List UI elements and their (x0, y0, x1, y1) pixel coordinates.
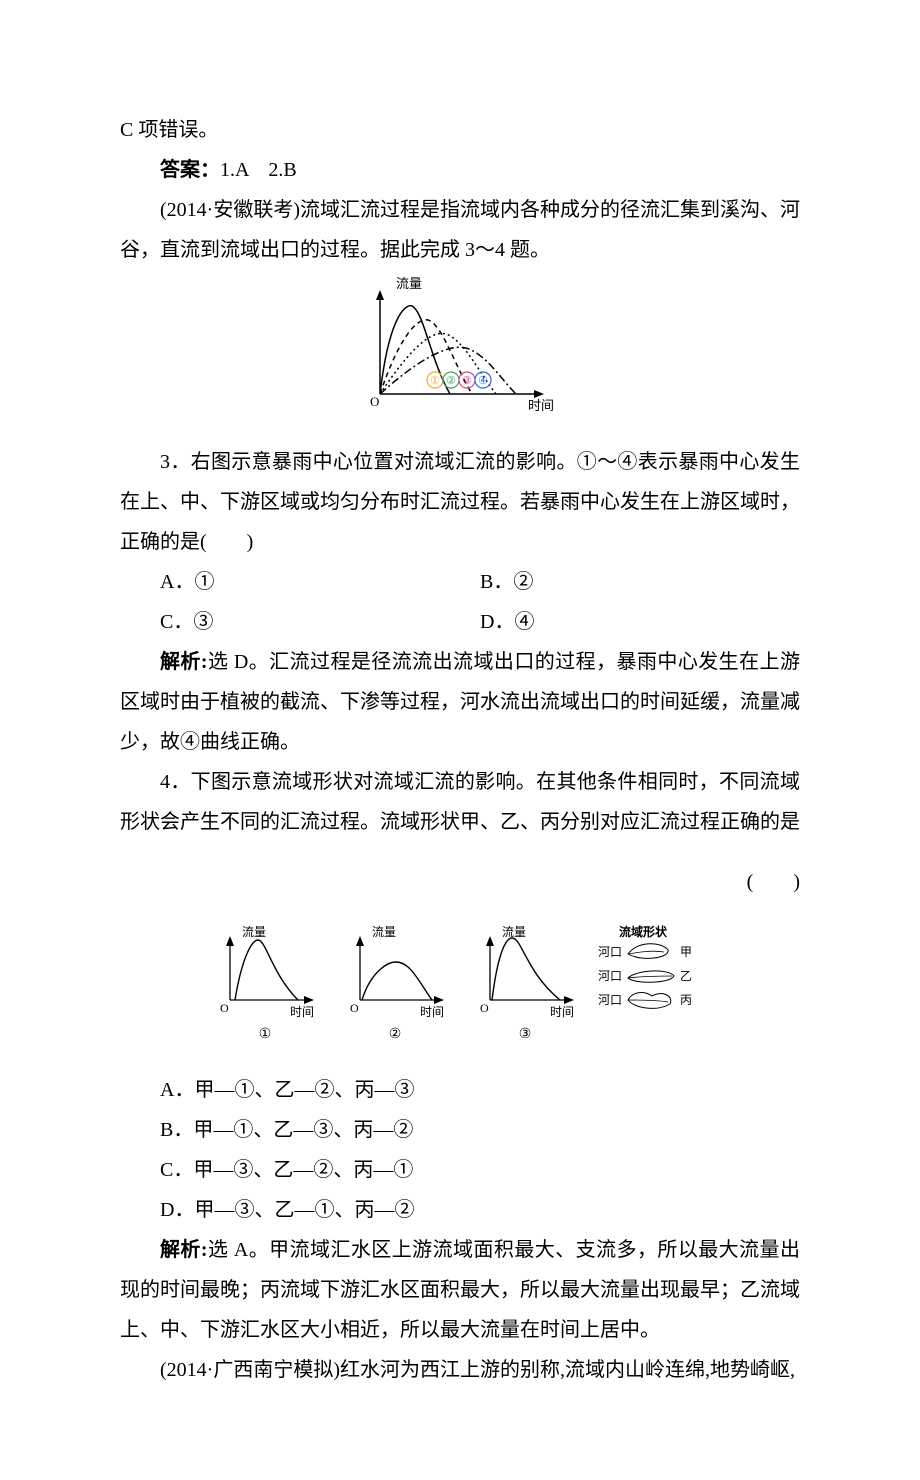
c2-p3-ylabel: 流量 (502, 925, 526, 939)
explanation-3: 解析:选 D。汇流过程是径流流出流域出口的过程，暴雨中心发生在上游区域时由于植被… (120, 642, 800, 762)
c2-p2-ylabel: 流量 (372, 925, 396, 939)
figure-2: 流量 O 时间 ① 流量 O 时间 ② (120, 922, 800, 1066)
c2-shape-title: 流域形状 (619, 924, 668, 939)
q3-option-c: C．③ (120, 602, 480, 642)
q3-option-d: D．④ (480, 602, 534, 642)
question-3: 3．右图示意暴雨中心位置对流域汇流的影响。①～④表示暴雨中心发生在上、中、下游区… (120, 442, 800, 562)
question-4: 4．下图示意流域形状对流域汇流的影响。在其他条件相同时，不同流域形状会产生不同的… (120, 762, 800, 842)
q3-options-row2: C．③ D．④ (120, 602, 800, 642)
c2-shape-row1-label: 河口 (598, 945, 622, 959)
c2-p1-label: ① (259, 1027, 272, 1042)
explanation-4-label: 解析: (160, 1239, 208, 1261)
c2-p2-o: O (350, 1001, 359, 1015)
chart1-label-3: ③ (462, 375, 472, 387)
prev-explanation-tail: C 项错误。 (120, 110, 800, 150)
c2-p1-xlabel: 时间 (290, 1005, 314, 1019)
q4-option-a: A．甲—①、乙—②、丙—③ (120, 1070, 800, 1110)
explanation-4: 解析:选 A。甲流域汇水区上游流域面积最大、支流多，所以最大流量出现的时间最晚；… (120, 1230, 800, 1350)
q4-option-d: D．甲—③、乙—①、丙—② (120, 1190, 800, 1230)
c2-p2-label: ② (389, 1027, 402, 1042)
q3-option-b: B．② (480, 562, 533, 602)
explanation-3-label: 解析: (160, 651, 208, 673)
c2-shape-row3-tag: 丙 (680, 993, 692, 1007)
c2-shape-row3-label: 河口 (598, 993, 622, 1007)
chart1-label-2: ② (446, 375, 456, 387)
c2-shape-row2-label: 河口 (598, 969, 622, 983)
chart1-label-4: ④ (478, 375, 488, 387)
chart1-label-1: ① (430, 375, 440, 387)
q4-option-c: C．甲—③、乙—②、丙—① (120, 1150, 800, 1190)
q3-options-row1: A．① B．② (120, 562, 800, 602)
c2-shape-row1-tag: 甲 (680, 945, 692, 959)
question-4-paren: ( ) (120, 862, 800, 902)
c2-p3-label: ③ (519, 1027, 532, 1042)
chart1-xlabel: 时间 (528, 398, 554, 413)
c2-p1-ylabel: 流量 (242, 925, 266, 939)
explanation-3-text: 选 D。汇流过程是径流流出流域出口的过程，暴雨中心发生在上游区域时由于植被的截流… (120, 651, 800, 753)
q3-option-a: A．① (120, 562, 480, 602)
c2-p3-xlabel: 时间 (550, 1005, 574, 1019)
c2-p2-xlabel: 时间 (420, 1005, 444, 1019)
chart1-origin: O (370, 394, 379, 409)
figure-1: 流量 O 时间 ① ② ③ ④ (120, 274, 800, 438)
question-group-intro-3: (2014·广西南宁模拟)红水河为西江上游的别称,流域内山岭连绵,地势崎岖, (120, 1350, 800, 1390)
c2-p1-o: O (220, 1001, 229, 1015)
answer-label: 答案： (160, 159, 220, 181)
answer-1-2: 答案：1.A 2.B (120, 150, 800, 190)
explanation-4-text: 选 A。甲流域汇水区上游流域面积最大、支流多，所以最大流量出现的时间最晚；丙流域… (120, 1239, 800, 1341)
chart1-ylabel: 流量 (396, 276, 422, 291)
q4-option-b: B．甲—①、乙—③、丙—② (120, 1110, 800, 1150)
question-group-intro-2: (2014·安徽联考)流域汇流过程是指流域内各种成分的径流汇集到溪沟、河谷，直流… (120, 190, 800, 270)
c2-p3-o: O (480, 1001, 489, 1015)
answer-value: 1.A 2.B (220, 159, 297, 181)
c2-shape-row2-tag: 乙 (680, 969, 692, 983)
